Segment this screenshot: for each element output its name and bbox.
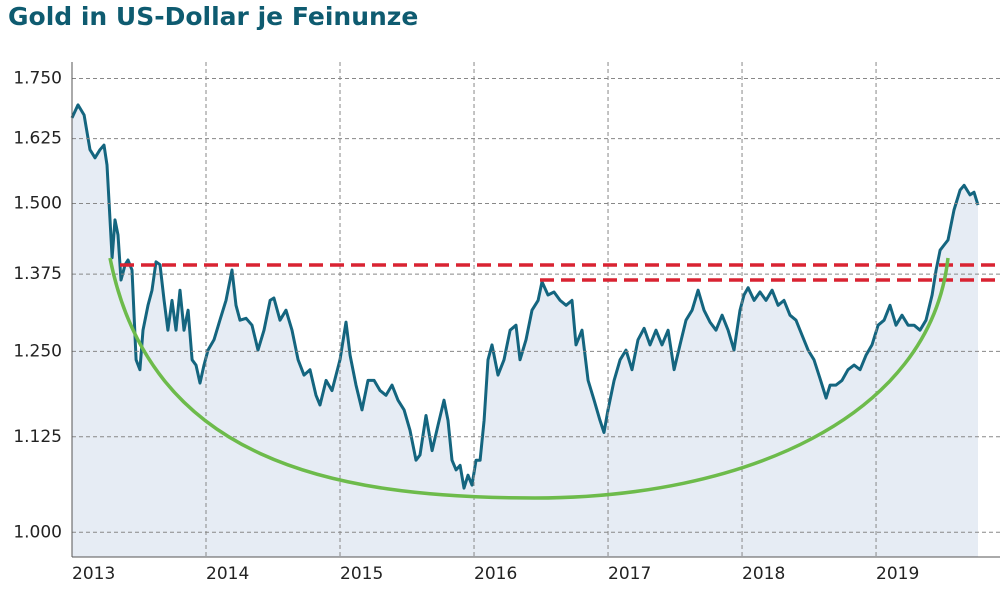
y-tick-label: 1.375 xyxy=(13,264,62,284)
x-tick-label: 2015 xyxy=(340,564,383,584)
y-tick-label: 1.250 xyxy=(13,341,62,361)
x-tick-label: 2013 xyxy=(72,564,115,584)
x-tick-label: 2014 xyxy=(206,564,249,584)
y-tick-label: 1.625 xyxy=(13,129,62,149)
y-tick-label: 1.125 xyxy=(13,427,62,447)
area xyxy=(72,104,978,558)
x-tick-label: 2019 xyxy=(876,564,919,584)
chart-title: Gold in US-Dollar je Feinunze xyxy=(8,2,418,31)
x-tick-label: 2018 xyxy=(742,564,785,584)
x-tick-label: 2017 xyxy=(608,564,651,584)
cup-arc xyxy=(108,257,950,500)
price-line xyxy=(70,103,980,490)
x-tick-label: 2016 xyxy=(474,564,517,584)
y-tick-label: 1.000 xyxy=(13,522,62,542)
y-tick-label: 1.750 xyxy=(13,69,62,89)
y-tick-label: 1.500 xyxy=(13,194,62,214)
